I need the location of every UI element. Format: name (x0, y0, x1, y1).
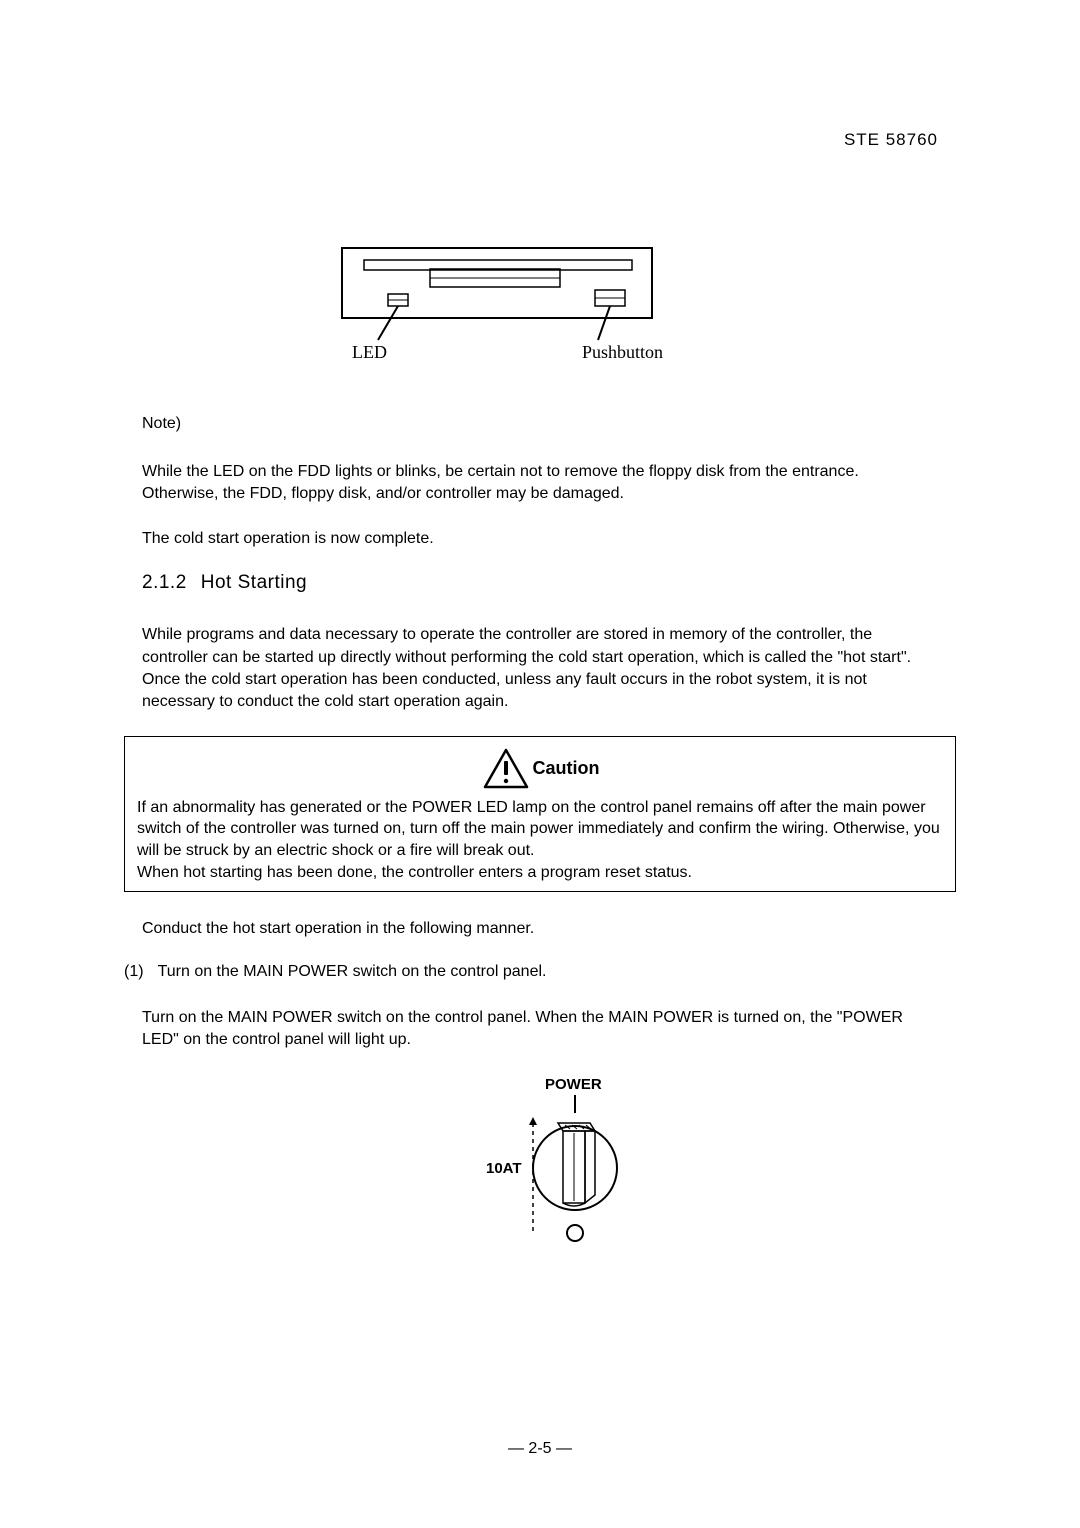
hot-start-intro: While programs and data necessary to ope… (142, 624, 938, 714)
fdd-diagram: LED Pushbutton (320, 240, 760, 380)
caution-box: Caution If an abnormality has generated … (124, 736, 956, 892)
step-1-heading: (1) Turn on the MAIN POWER switch on the … (124, 963, 938, 981)
step-1-number: (1) (124, 963, 144, 980)
step-1-title: Turn on the MAIN POWER switch on the con… (158, 963, 547, 980)
section-heading: 2.1.2 Hot Starting (142, 572, 938, 594)
led-label: LED (352, 342, 387, 362)
step-1-text: Turn on the MAIN POWER switch on the con… (142, 1007, 938, 1052)
conduct-text: Conduct the hot start operation in the f… (142, 918, 938, 940)
caution-text: If an abnormality has generated or the P… (125, 797, 955, 891)
document-code: STE 58760 (142, 130, 938, 150)
amps-label: 10AT (486, 1160, 522, 1177)
section-number: 2.1.2 (142, 572, 187, 593)
power-label: POWER (545, 1076, 602, 1093)
page-number: — 2-5 — (0, 1440, 1080, 1458)
section-title: Hot Starting (201, 572, 307, 593)
caution-title: Caution (533, 758, 600, 779)
power-switch-diagram: POWER 10AT (430, 1073, 650, 1253)
caution-header: Caution (125, 737, 955, 797)
note-text: While the LED on the FDD lights or blink… (142, 461, 938, 506)
note-label: Note) (142, 415, 938, 433)
cold-start-complete: The cold start operation is now complete… (142, 528, 938, 550)
caution-icon (481, 747, 531, 791)
pushbutton-label: Pushbutton (582, 342, 663, 362)
